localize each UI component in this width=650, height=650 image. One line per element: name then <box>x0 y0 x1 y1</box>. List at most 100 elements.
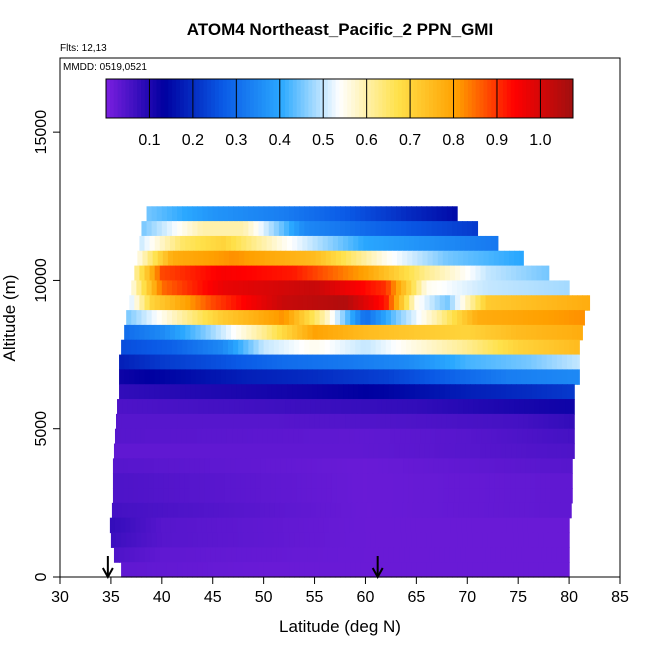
heatmap-cell <box>238 562 244 578</box>
heatmap-cell <box>419 265 426 282</box>
heatmap-cell <box>180 369 186 385</box>
heatmap-cell <box>373 384 380 400</box>
heatmap-cell <box>269 399 276 415</box>
heatmap-cell <box>261 354 268 370</box>
heatmap-cell <box>292 369 298 385</box>
colorbar-segment <box>522 79 527 118</box>
heatmap-cell <box>392 473 399 489</box>
heatmap-cell <box>204 488 211 504</box>
colorbar-segment <box>168 79 173 118</box>
heatmap-cell <box>166 413 173 430</box>
heatmap-cell <box>123 458 129 474</box>
heatmap-cell <box>146 532 153 548</box>
heatmap-cell <box>454 488 460 504</box>
heatmap-cell <box>157 399 164 415</box>
colorbar-tick-label: 0.2 <box>182 132 204 149</box>
heatmap-cell <box>453 502 459 519</box>
heatmap-cell <box>437 250 444 267</box>
colorbar-tick-label: 0.3 <box>225 132 247 149</box>
heatmap-cell <box>448 488 455 504</box>
heatmap-cell <box>470 265 477 282</box>
heatmap-cell <box>378 295 385 311</box>
heatmap-cell <box>159 354 166 370</box>
heatmap-cell <box>372 488 379 504</box>
heatmap-cell <box>319 280 326 296</box>
heatmap-cell <box>334 413 341 430</box>
heatmap-cell <box>201 428 208 445</box>
heatmap-cell <box>151 339 158 356</box>
heatmap-cell <box>225 295 232 311</box>
heatmap-cell <box>385 221 392 237</box>
heatmap-cell <box>285 250 291 267</box>
heatmap-cell <box>480 547 487 563</box>
heatmap-cell <box>484 473 491 489</box>
heatmap-cell <box>212 562 219 578</box>
heatmap-cell <box>134 384 141 400</box>
heatmap-cell <box>409 354 415 370</box>
heatmap-cell <box>343 295 349 311</box>
heatmap-cell <box>441 221 448 237</box>
heatmap-cell <box>222 206 229 222</box>
heatmap-cell <box>220 265 227 282</box>
heatmap-cell <box>251 384 258 400</box>
heatmap-cell <box>126 413 132 430</box>
heatmap-cell <box>388 384 395 400</box>
heatmap-cell <box>314 280 321 296</box>
heatmap-cell <box>228 206 234 222</box>
heatmap-cell <box>177 310 183 326</box>
heatmap-cell <box>470 443 477 459</box>
heatmap-cell <box>536 443 543 459</box>
heatmap-cell <box>225 324 232 341</box>
heatmap-cell <box>205 235 212 252</box>
heatmap-cell <box>244 250 250 267</box>
heatmap-cell <box>414 384 421 400</box>
heatmap-cell <box>411 280 417 296</box>
heatmap-cell <box>270 458 277 474</box>
heatmap-cell <box>332 354 339 370</box>
heatmap-cell <box>424 547 431 563</box>
heatmap-cell <box>355 562 361 578</box>
heatmap-cell <box>427 250 434 267</box>
heatmap-cell <box>207 532 214 548</box>
heatmap-cell <box>302 369 309 385</box>
heatmap-cell <box>530 458 537 474</box>
heatmap-cell <box>297 443 303 459</box>
heatmap-cell <box>134 295 141 311</box>
heatmap-cell <box>185 265 191 282</box>
heatmap-cell <box>431 221 438 237</box>
heatmap-cell <box>247 428 254 445</box>
heatmap-cell <box>159 324 166 341</box>
heatmap-cell <box>222 413 229 430</box>
heatmap-cell <box>472 413 479 430</box>
heatmap-cell <box>541 324 548 341</box>
heatmap-cell <box>558 532 565 548</box>
heatmap-cell <box>273 532 280 548</box>
heatmap-cell <box>307 265 314 282</box>
heatmap-cell <box>375 280 382 296</box>
heatmap-cell <box>226 517 233 534</box>
heatmap-cell <box>553 310 560 326</box>
heatmap-cell <box>437 399 444 415</box>
heatmap-cell <box>564 310 570 326</box>
heatmap-cell <box>146 562 153 578</box>
heatmap-cell <box>457 339 463 356</box>
heatmap-cell <box>310 250 317 267</box>
colorbar-segment <box>109 79 115 118</box>
heatmap-cell <box>495 384 502 400</box>
heatmap-cell <box>505 295 512 311</box>
heatmap-cell <box>396 339 402 356</box>
heatmap-cell <box>431 310 438 326</box>
heatmap-cell <box>302 547 309 563</box>
heatmap-cell <box>567 443 573 459</box>
heatmap-cell <box>481 428 488 445</box>
heatmap-cell <box>231 369 237 385</box>
heatmap-cell <box>317 265 324 282</box>
heatmap-cell <box>482 339 489 356</box>
heatmap-row-12 <box>119 384 575 400</box>
heatmap-cell <box>192 221 199 237</box>
heatmap-cell <box>177 413 183 430</box>
heatmap-cell <box>564 562 570 578</box>
heatmap-cell <box>209 473 216 489</box>
heatmap-cell <box>322 384 329 400</box>
heatmap-cell <box>327 295 334 311</box>
